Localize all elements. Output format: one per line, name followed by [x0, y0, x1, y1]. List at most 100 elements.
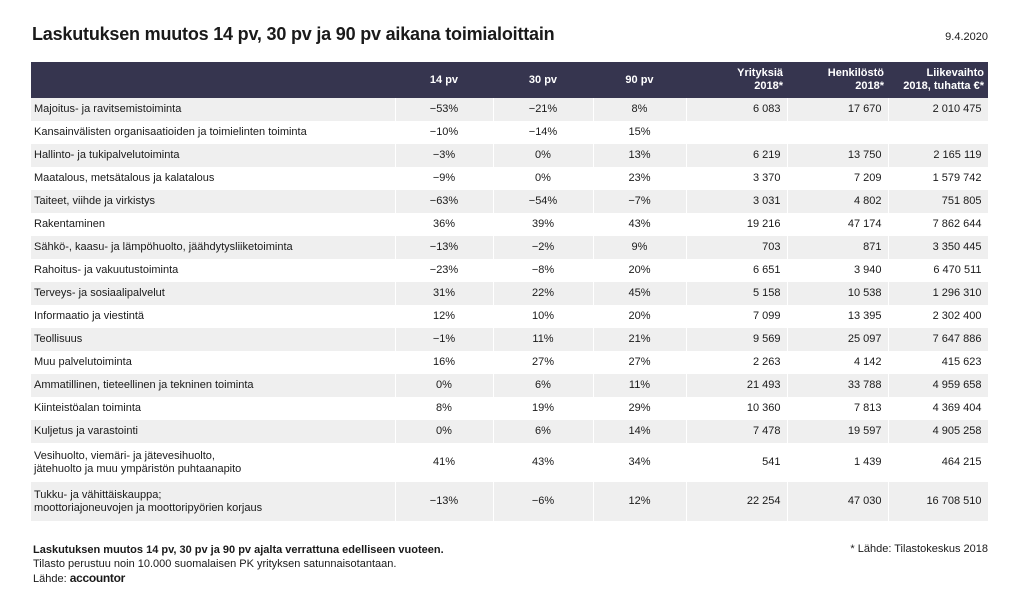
change-30pv: 10% [493, 305, 594, 328]
column-header-2: 30 pv [493, 62, 593, 98]
companies-2018: 10 360 [686, 397, 788, 420]
stats-source: * Lähde: Tilastokeskus 2018 [850, 543, 988, 555]
change-30pv: −2% [493, 236, 594, 259]
change-14pv: −53% [395, 98, 494, 121]
staff-2018: 19 597 [787, 420, 889, 443]
table-row: Vesihuolto, viemäri- ja jätevesihuolto, … [31, 443, 989, 482]
industry-name: Terveys- ja sosiaalipalvelut [31, 282, 396, 305]
change-90pv: 11% [593, 374, 687, 397]
change-30pv: 0% [493, 144, 594, 167]
table-row: Taiteet, viihde ja virkistys −63% −54% −7% 3… [31, 190, 989, 213]
footer-note: Tilasto perustuu noin 10.000 suomalaisen… [33, 558, 397, 570]
revenue-2018: 6 470 511 [888, 259, 989, 282]
revenue-2018 [888, 121, 989, 144]
accountor-logo: accountor [69, 571, 126, 585]
companies-2018: 6 083 [686, 98, 788, 121]
change-14pv: 8% [395, 397, 494, 420]
table-row: Sähkö-, kaasu- ja lämpöhuolto, jäähdytys… [31, 236, 989, 259]
industry-name: Kansainvälisten organisaatioiden ja toim… [31, 121, 396, 144]
industry-name: Tukku- ja vähittäiskauppa; moottoriajone… [31, 482, 396, 521]
revenue-2018: 3 350 445 [888, 236, 989, 259]
staff-2018: 47 030 [787, 482, 889, 521]
industry-name: Ammatillinen, tieteellinen ja tekninen t… [31, 374, 396, 397]
staff-2018: 47 174 [787, 213, 889, 236]
companies-2018: 22 254 [686, 482, 788, 521]
table-row: Kiinteistöalan toiminta 8% 19% 29% 10 360 7 8… [31, 397, 989, 420]
footer-source-label: Lähde: [33, 573, 67, 585]
change-30pv: 6% [493, 374, 594, 397]
revenue-2018: 4 369 404 [888, 397, 989, 420]
industry-name: Rakentaminen [31, 213, 396, 236]
change-30pv: 39% [493, 213, 594, 236]
staff-2018: 3 940 [787, 259, 889, 282]
change-90pv: 8% [593, 98, 687, 121]
revenue-2018: 7 647 886 [888, 328, 989, 351]
revenue-2018: 7 862 644 [888, 213, 989, 236]
change-90pv: 21% [593, 328, 687, 351]
staff-2018: 4 142 [787, 351, 889, 374]
change-30pv: 19% [493, 397, 594, 420]
column-header-6: Liikevaihto 2018, tuhatta €* [888, 62, 988, 98]
companies-2018: 541 [686, 443, 788, 482]
table-row: Hallinto- ja tukipalvelutoiminta −3% 0% 13%… [31, 144, 989, 167]
companies-2018: 5 158 [686, 282, 788, 305]
change-14pv: 0% [395, 374, 494, 397]
staff-2018: 25 097 [787, 328, 889, 351]
change-14pv: −23% [395, 259, 494, 282]
companies-2018: 6 219 [686, 144, 788, 167]
revenue-2018: 16 708 510 [888, 482, 989, 521]
change-90pv: 27% [593, 351, 687, 374]
change-30pv: 22% [493, 282, 594, 305]
staff-2018: 33 788 [787, 374, 889, 397]
change-14pv: −63% [395, 190, 494, 213]
industry-name: Rahoitus- ja vakuutustoiminta [31, 259, 396, 282]
change-14pv: 0% [395, 420, 494, 443]
change-14pv: −9% [395, 167, 494, 190]
companies-2018: 703 [686, 236, 788, 259]
staff-2018: 871 [787, 236, 889, 259]
industry-name: Kuljetus ja varastointi [31, 420, 396, 443]
table-row: Tukku- ja vähittäiskauppa; moottoriajone… [31, 482, 989, 521]
column-header-0 [31, 62, 395, 98]
revenue-2018: 4 959 658 [888, 374, 989, 397]
change-90pv: 14% [593, 420, 687, 443]
table-row: Ammatillinen, tieteellinen ja tekninen t… [31, 374, 989, 397]
companies-2018 [686, 121, 788, 144]
table-row: Teollisuus −1% 11% 21% 9 569 25 097 7 647 886 [31, 328, 989, 351]
change-30pv: 43% [493, 443, 594, 482]
industry-name: Vesihuolto, viemäri- ja jätevesihuolto, … [31, 443, 396, 482]
change-30pv: −54% [493, 190, 594, 213]
change-30pv: 0% [493, 167, 594, 190]
revenue-2018: 464 215 [888, 443, 989, 482]
change-30pv: 11% [493, 328, 594, 351]
staff-2018: 13 395 [787, 305, 889, 328]
revenue-2018: 4 905 258 [888, 420, 989, 443]
data-table: 14 pv 30 pv 90 pv Yrityksiä 2018* Henkilöstö… [31, 62, 989, 521]
table-row: Muu palvelutoiminta 16% 27% 27% 2 263 4 142 41… [31, 351, 989, 374]
companies-2018: 7 478 [686, 420, 788, 443]
change-14pv: 16% [395, 351, 494, 374]
footer-note-bold: Laskutuksen muutos 14 pv, 30 pv ja 90 pv… [33, 544, 444, 556]
change-14pv: 31% [395, 282, 494, 305]
change-14pv: 41% [395, 443, 494, 482]
table-header-row: 14 pv 30 pv 90 pv Yrityksiä 2018* Henkilöstö… [31, 62, 988, 98]
revenue-2018: 2 302 400 [888, 305, 989, 328]
page-title: Laskutuksen muutos 14 pv, 30 pv ja 90 pv… [32, 24, 555, 44]
change-14pv: −13% [395, 236, 494, 259]
column-header-5: Henkilöstö 2018* [787, 62, 888, 98]
staff-2018: 4 802 [787, 190, 889, 213]
footer-source-line: Lähde: accountor [33, 571, 444, 586]
change-90pv: 20% [593, 305, 687, 328]
revenue-2018: 751 805 [888, 190, 989, 213]
revenue-2018: 2 010 475 [888, 98, 989, 121]
staff-2018: 7 813 [787, 397, 889, 420]
industry-name: Hallinto- ja tukipalvelutoiminta [31, 144, 396, 167]
revenue-2018: 2 165 119 [888, 144, 989, 167]
companies-2018: 19 216 [686, 213, 788, 236]
companies-2018: 21 493 [686, 374, 788, 397]
change-90pv: 13% [593, 144, 687, 167]
companies-2018: 3 370 [686, 167, 788, 190]
change-90pv: −7% [593, 190, 687, 213]
table-row: Rahoitus- ja vakuutustoiminta −23% −8% 20% 6… [31, 259, 989, 282]
staff-2018: 13 750 [787, 144, 889, 167]
